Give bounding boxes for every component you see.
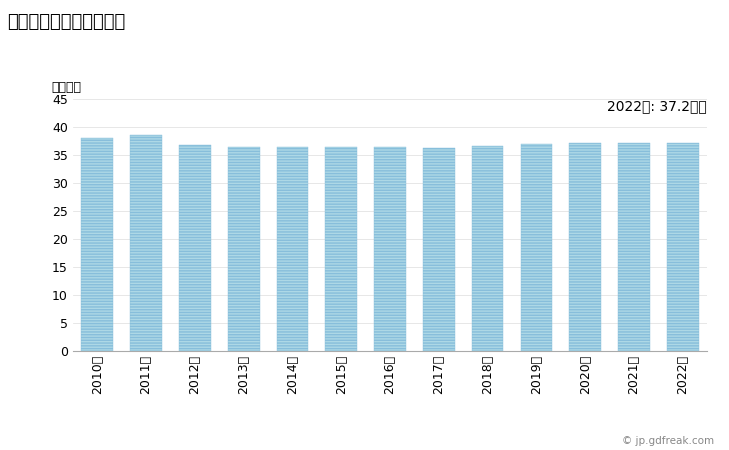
Bar — [618, 143, 650, 351]
Text: 2022年: 37.2万円: 2022年: 37.2万円 — [607, 99, 707, 113]
Bar — [82, 138, 113, 351]
Bar — [569, 143, 601, 351]
Bar — [667, 143, 698, 351]
Text: 一般労働者の所定内給与: 一般労働者の所定内給与 — [7, 14, 125, 32]
Text: © jp.gdfreak.com: © jp.gdfreak.com — [623, 436, 714, 446]
Bar — [227, 147, 260, 351]
Bar — [179, 145, 211, 351]
Bar — [374, 147, 406, 351]
Text: ［万円］: ［万円］ — [51, 81, 81, 94]
Bar — [472, 146, 504, 351]
Bar — [423, 148, 455, 351]
Bar — [276, 147, 308, 351]
Bar — [130, 135, 162, 351]
Bar — [521, 144, 553, 351]
Bar — [325, 147, 357, 351]
